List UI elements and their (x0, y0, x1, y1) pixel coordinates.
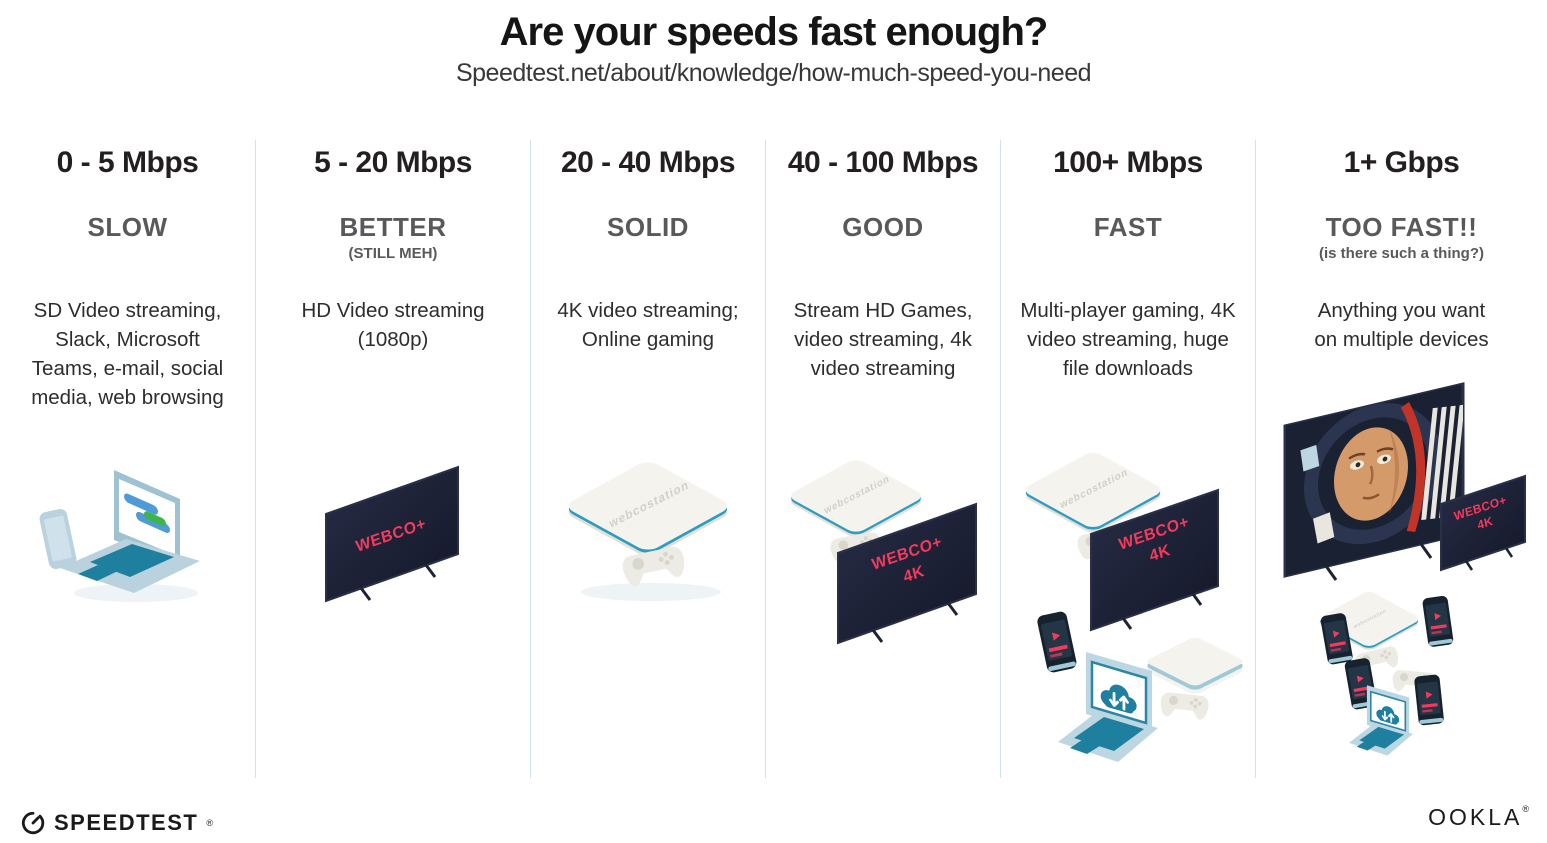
speedtest-logo: SPEEDTEST ® (20, 810, 213, 836)
rating-label: FAST (1093, 212, 1163, 242)
gamepad-icon (620, 545, 687, 588)
speed-range: 1+ Gbps (1343, 146, 1460, 179)
laptop-chat-phone-illustration (39, 470, 200, 602)
astronaut-screen (1285, 384, 1463, 576)
tv-4k-text: 4K (1476, 514, 1494, 533)
rating-label: BETTER (339, 212, 447, 242)
smartphone-video-icon (1036, 610, 1078, 674)
laptop-icon (59, 470, 200, 593)
small-tv-4k-icon: WEBCO+ 4K (1439, 474, 1526, 572)
hd-tv-illustration: WEBCO+ (324, 465, 459, 603)
page-title: Are your speeds fast enough? (499, 10, 1049, 54)
game-console-icon: webcostation (1025, 453, 1161, 533)
chat-bubbles-icon (123, 493, 170, 533)
header: Are your speeds fast enough? Speedtest.n… (0, 0, 1547, 88)
tier-description: 4K video streaming; Online gaming (557, 299, 739, 352)
tier-column-40-100-mbps: 40 - 100 Mbps GOOD Stream HD Games, vide… (765, 140, 1000, 778)
many-devices-illustration: webcostation WEBCO+ 4K (1025, 453, 1243, 762)
page-subtitle: Speedtest.net/about/knowledge/how-much-s… (455, 59, 1092, 87)
rating-label: SLOW (87, 212, 168, 242)
rating-label: TOO FAST!! (1325, 212, 1478, 242)
console-controller-illustration: webcostation (568, 462, 727, 601)
gamepad-icon (1159, 691, 1210, 721)
tier-column-5-20-mbps: 5 - 20 Mbps BETTER (STILL MEH) HD Video … (255, 140, 530, 778)
game-console-icon: webcostation (568, 462, 727, 556)
rating-note: (STILL MEH) (348, 245, 438, 262)
game-console-icon: webcostation (791, 460, 921, 537)
slim-console-icon (1147, 637, 1243, 694)
console-and-4k-tv-illustration: webcostation WEBCO+ 4K (791, 460, 977, 645)
speed-tier-columns: 0 - 5 Mbps SLOW SD Video streaming, Slac… (0, 140, 1547, 778)
tier-description: SD Video streaming, Slack, Microsoft Tea… (31, 299, 224, 410)
tv-4k-icon: WEBCO+ 4K (1090, 488, 1219, 632)
speedtest-gauge-icon (21, 811, 45, 835)
big-tv-movie-icon (1283, 382, 1464, 581)
striped-panel (1420, 404, 1463, 521)
tier-column-100-plus-mbps: 100+ Mbps FAST Multi-player gaming, 4K v… (1000, 140, 1255, 778)
tier-description: Anything you want on multiple devices (1314, 299, 1489, 352)
speedtest-wordmark: SPEEDTEST (54, 810, 199, 835)
ookla-wordmark: OOKLA (1428, 804, 1523, 830)
tier-column-20-40-mbps: 20 - 40 Mbps SOLID 4K video streaming; O… (530, 140, 765, 778)
speed-range: 0 - 5 Mbps (56, 146, 199, 179)
tier-column-1-plus-gbps: 1+ Gbps TOO FAST!! (is there such a thin… (1255, 140, 1547, 778)
everything-illustration: WEBCO+ 4K webcostation (1283, 382, 1526, 756)
laptop-download-icon (1058, 652, 1158, 762)
ookla-trademark: ® (1522, 804, 1529, 814)
speed-range: 20 - 40 Mbps (560, 146, 736, 179)
tier-description: HD Video streaming (1080p) (301, 299, 485, 352)
speed-range: 100+ Mbps (1053, 146, 1203, 179)
rating-label: GOOD (842, 212, 924, 242)
rating-label: SOLID (607, 212, 689, 242)
phone-icon (39, 509, 76, 569)
tv-icon: WEBCO+ (324, 465, 459, 603)
tier-description: Stream HD Games, video streaming, 4k vid… (793, 299, 973, 381)
tv-4k-icon: WEBCO+ 4K (837, 502, 977, 645)
rating-note: (is there such a thing?) (1318, 245, 1484, 262)
shadow (580, 583, 721, 601)
tier-column-0-5-mbps: 0 - 5 Mbps SLOW SD Video streaming, Slac… (0, 140, 255, 778)
shadow (73, 584, 198, 602)
tier-description: Multi-player gaming, 4K video streaming,… (1020, 299, 1236, 381)
smartphone-video-icon (1421, 595, 1454, 648)
speed-range: 5 - 20 Mbps (314, 146, 472, 179)
smartphone-video-icon (1413, 674, 1444, 726)
speed-range: 40 - 100 Mbps (787, 146, 979, 179)
speedtest-trademark: ® (206, 818, 213, 828)
ookla-logo: OOKLA® (1428, 804, 1529, 831)
